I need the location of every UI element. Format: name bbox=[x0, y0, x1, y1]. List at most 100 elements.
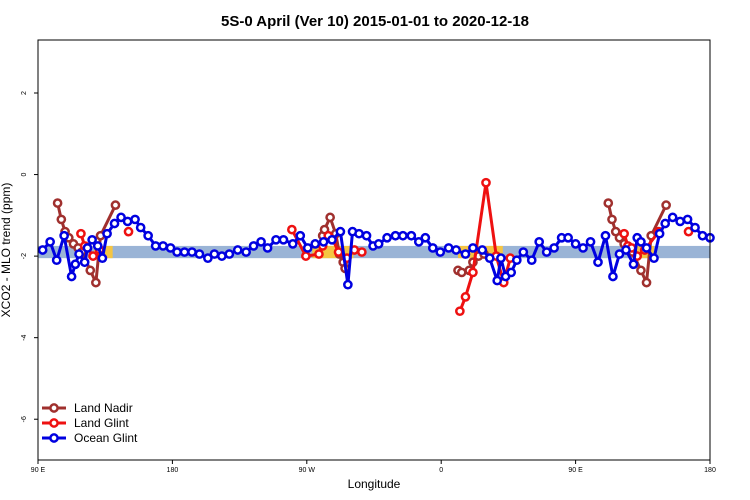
data-point bbox=[76, 228, 86, 239]
y-tick-label: -6 bbox=[21, 416, 28, 422]
data-point bbox=[172, 247, 182, 257]
x-tick-label: 180 bbox=[167, 467, 179, 474]
data-point bbox=[271, 234, 281, 245]
data-point bbox=[123, 226, 134, 237]
data-point bbox=[203, 253, 213, 264]
data-point bbox=[578, 243, 588, 253]
data-point bbox=[333, 247, 344, 257]
x-tick-label: 90 E bbox=[568, 467, 583, 474]
series-ocean-glint bbox=[37, 212, 715, 290]
data-point bbox=[660, 218, 671, 229]
data-point bbox=[194, 249, 205, 259]
data-point bbox=[636, 265, 646, 276]
data-point bbox=[468, 267, 478, 278]
data-point bbox=[614, 249, 625, 259]
data-point bbox=[109, 218, 120, 229]
data-point bbox=[451, 245, 461, 255]
data-point bbox=[314, 249, 324, 259]
data-point bbox=[600, 230, 611, 241]
data-point bbox=[621, 245, 631, 255]
y-tick-label: -2 bbox=[21, 253, 28, 259]
data-point bbox=[187, 247, 197, 257]
series-layer bbox=[37, 177, 715, 317]
x-tick-label: 90 E bbox=[31, 467, 46, 474]
data-point bbox=[484, 253, 495, 264]
data-point bbox=[256, 236, 266, 247]
data-point bbox=[661, 200, 671, 210]
data-point bbox=[675, 216, 685, 227]
data-point bbox=[406, 230, 417, 241]
data-point bbox=[398, 230, 408, 241]
data-point bbox=[506, 267, 517, 278]
data-point bbox=[667, 212, 678, 223]
data-point bbox=[690, 222, 700, 233]
data-point bbox=[460, 249, 471, 259]
data-point bbox=[92, 241, 103, 251]
data-point bbox=[87, 234, 97, 245]
data-point bbox=[435, 247, 446, 257]
data-point bbox=[287, 239, 298, 249]
data-point bbox=[549, 243, 559, 253]
data-point bbox=[88, 251, 98, 261]
data-point bbox=[427, 243, 438, 253]
data-point bbox=[122, 216, 133, 227]
data-point bbox=[278, 234, 289, 245]
data-point bbox=[51, 255, 62, 266]
x-axis: 90 E 180 90 W 0 90 E 180 bbox=[31, 460, 716, 474]
data-point bbox=[468, 243, 478, 253]
data-point bbox=[335, 226, 346, 237]
data-point bbox=[619, 228, 629, 239]
legend-marker bbox=[49, 433, 59, 443]
data-point bbox=[607, 214, 617, 225]
data-point bbox=[570, 239, 581, 249]
data-point bbox=[420, 232, 431, 243]
data-point bbox=[248, 241, 259, 251]
legend-marker bbox=[49, 403, 59, 413]
data-point bbox=[262, 243, 273, 253]
data-point bbox=[361, 230, 372, 241]
data-point bbox=[481, 177, 491, 188]
data-point bbox=[74, 249, 84, 259]
data-point bbox=[683, 226, 694, 237]
data-point bbox=[325, 212, 335, 223]
data-point bbox=[287, 224, 297, 235]
data-point bbox=[79, 257, 90, 268]
data-point bbox=[302, 243, 313, 253]
data-point bbox=[224, 249, 235, 259]
data-point bbox=[150, 241, 161, 251]
legend-marker bbox=[49, 418, 59, 428]
data-point bbox=[158, 241, 168, 251]
data-point bbox=[628, 259, 639, 270]
data-point bbox=[179, 247, 190, 257]
data-point bbox=[354, 228, 364, 239]
data-point bbox=[70, 259, 81, 270]
data-point bbox=[585, 236, 596, 247]
y-axis: 2 0 -2 -4 -6 bbox=[21, 91, 38, 422]
legend-label: Land Nadir bbox=[74, 401, 133, 415]
legend-item: Land Nadir bbox=[42, 401, 133, 415]
data-point bbox=[295, 230, 306, 241]
data-point bbox=[343, 279, 353, 290]
data-point bbox=[413, 236, 424, 247]
data-point bbox=[165, 243, 176, 253]
data-point bbox=[390, 230, 401, 241]
data-point bbox=[534, 236, 545, 247]
x-tick-label: 0 bbox=[439, 467, 443, 474]
data-point bbox=[130, 214, 140, 225]
data-point bbox=[59, 230, 69, 241]
data-point bbox=[682, 214, 693, 225]
data-point bbox=[318, 236, 329, 247]
data-point bbox=[56, 214, 67, 225]
chart-title: 5S-0 April (Ver 10) 2015-01-01 to 2020-1… bbox=[221, 13, 529, 30]
data-point bbox=[310, 239, 321, 249]
data-point bbox=[563, 232, 573, 243]
data-point bbox=[518, 247, 529, 257]
data-point bbox=[649, 253, 659, 264]
data-point bbox=[382, 232, 392, 243]
data-point bbox=[97, 253, 108, 264]
data-point bbox=[460, 292, 471, 302]
data-point bbox=[526, 255, 537, 266]
legend-item: Land Glint bbox=[42, 416, 129, 430]
